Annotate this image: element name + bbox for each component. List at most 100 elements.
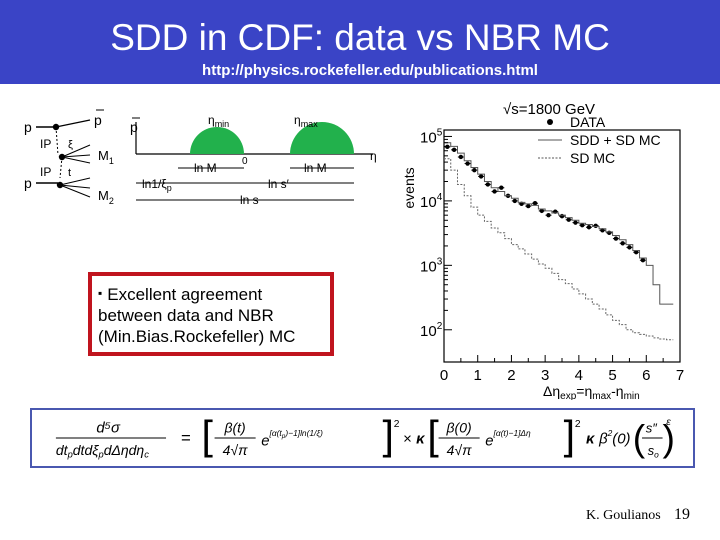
- delta-eta-plot: √s=1800 GeV events 0 1 2 3 4 5 6 7102103104105 …: [401, 101, 684, 400]
- bullet-icon: ▪: [98, 286, 103, 300]
- f2-numerator: β(0): [446, 419, 472, 435]
- data-point: [559, 213, 565, 219]
- data-point: [546, 212, 551, 218]
- ratio-numerator: s″: [646, 420, 658, 435]
- callout-line-3: (Min.Bias.Rockefeller) MC: [98, 327, 296, 346]
- epsilon: ε: [666, 417, 671, 428]
- cross-section-formula: d⁵σ dtpdtdξpdΔηdηc = [ β(t) 4√π e[α(tp)−…: [30, 408, 695, 468]
- svg-text:[: [: [201, 412, 213, 458]
- x-tick-label: 2: [507, 367, 515, 384]
- beta-squared: β2(0): [598, 428, 630, 447]
- legend-entry: SDD + SD MC: [570, 132, 661, 148]
- times-sign: ×: [403, 431, 412, 448]
- data-point: [580, 222, 585, 228]
- eta-max-label: ηmax: [294, 113, 318, 129]
- legend-entry: DATA: [570, 114, 606, 130]
- equals-sign: =: [181, 429, 191, 448]
- callout-line-1: Excellent agreement: [107, 285, 263, 304]
- ln-m1-label: ln M: [194, 161, 217, 175]
- page-number: 19: [674, 506, 690, 523]
- data-point: [465, 161, 470, 166]
- legend-entry: SD MC: [570, 150, 615, 166]
- slide-title: SDD in CDF: data vs NBR MC: [110, 17, 610, 58]
- x-tick-label: 5: [608, 367, 616, 384]
- lhs-numerator: d⁵σ: [96, 419, 121, 436]
- exp2: e[α(t)−1]Δη: [485, 428, 531, 449]
- eta-axis-label: η: [370, 149, 377, 163]
- data-point: [613, 236, 619, 241]
- p-label-bottom: p: [24, 175, 32, 191]
- data-point: [451, 147, 457, 153]
- y-tick-label: 104: [420, 192, 443, 211]
- chart-title: √s=1800 GeV: [503, 101, 595, 118]
- pomeron-label-bottom: IP: [40, 165, 51, 179]
- sd-mc-line: [444, 158, 674, 341]
- ln-m2-label: ln M: [304, 161, 327, 175]
- data-point: [485, 182, 491, 187]
- pbar-axis-label: p: [130, 119, 138, 135]
- ln-xi-label: ln1/ξp: [142, 177, 172, 193]
- exp1: e[α(tp)−1]ln(1/ξ): [261, 428, 323, 449]
- data-point: [627, 245, 632, 250]
- xi-label: ξ: [68, 139, 73, 151]
- square-2: 2: [575, 419, 581, 430]
- pomeron-label-top: IP: [40, 137, 51, 151]
- data-point: [640, 258, 646, 263]
- plot-frame: [443, 129, 681, 363]
- m2-label: M2: [98, 188, 114, 206]
- f1-denominator: 4√π: [223, 442, 248, 458]
- callout-line-2: between data and NBR: [98, 306, 274, 325]
- zero-label: 0: [242, 156, 248, 167]
- x-tick-label: 1: [474, 367, 482, 384]
- f2-denominator: 4√π: [447, 442, 472, 458]
- data-point: [532, 201, 538, 206]
- x-tick-label: 3: [541, 367, 549, 384]
- kappa-2: κ: [586, 431, 595, 448]
- t-label: t: [68, 167, 71, 179]
- y-axis-label: events: [401, 167, 417, 208]
- slide-url: http://physics.rockefeller.edu/publicati…: [202, 62, 538, 79]
- data-point: [472, 167, 477, 173]
- lhs-denominator: dtpdtdξpdΔηdηc: [56, 442, 149, 460]
- ln-s-prime-label: ln s′: [268, 177, 290, 191]
- data-point: [526, 203, 531, 209]
- x-tick-label: 7: [676, 367, 684, 384]
- square-1: 2: [394, 419, 400, 430]
- data-point: [573, 220, 578, 225]
- p-label-top: p: [24, 119, 32, 135]
- svg-text:): ): [663, 417, 675, 459]
- y-tick-label: 103: [420, 256, 443, 275]
- data-point: [458, 154, 464, 160]
- f1-numerator: β(t): [223, 419, 245, 435]
- data-point: [586, 225, 592, 230]
- data-point: [512, 198, 517, 204]
- data-point: [620, 241, 625, 246]
- data-point: [607, 230, 612, 235]
- svg-text:[: [: [427, 412, 439, 458]
- sdd-diagram: p p IP ξ M1 IP t p M2 p ηmin ηmax η 0 ln…: [24, 109, 377, 207]
- data-point: [566, 217, 571, 222]
- title-bar: SDD in CDF: data vs NBR MC http://physic…: [0, 0, 720, 84]
- data-point: [593, 223, 598, 229]
- x-tick-label: 6: [642, 367, 650, 384]
- data-point: [478, 174, 484, 179]
- svg-text:]: ]: [564, 412, 575, 458]
- data-point: [492, 189, 497, 194]
- data-point: [539, 208, 544, 214]
- x-tick-label: 4: [575, 367, 583, 384]
- x-axis-label: Δηexp=ηmax-ηmin: [543, 383, 640, 400]
- m1-label: M1: [98, 148, 114, 166]
- ln-s-label: ln s: [240, 193, 259, 207]
- ratio-denominator: so: [648, 443, 660, 460]
- y-tick-label: 102: [420, 321, 443, 340]
- data-point: [499, 185, 504, 190]
- eta-min-label: ηmin: [208, 113, 229, 129]
- sdd-sd-mc-line: [444, 142, 674, 305]
- kappa-1: κ: [416, 431, 425, 448]
- x-tick-label: 0: [440, 367, 448, 384]
- y-tick-label: 105: [420, 127, 443, 146]
- legend-marker-data: [547, 119, 553, 125]
- pbar-out-label: p: [94, 112, 102, 128]
- footer-author: K. Goulianos: [586, 508, 661, 523]
- svg-text:(: (: [633, 417, 646, 459]
